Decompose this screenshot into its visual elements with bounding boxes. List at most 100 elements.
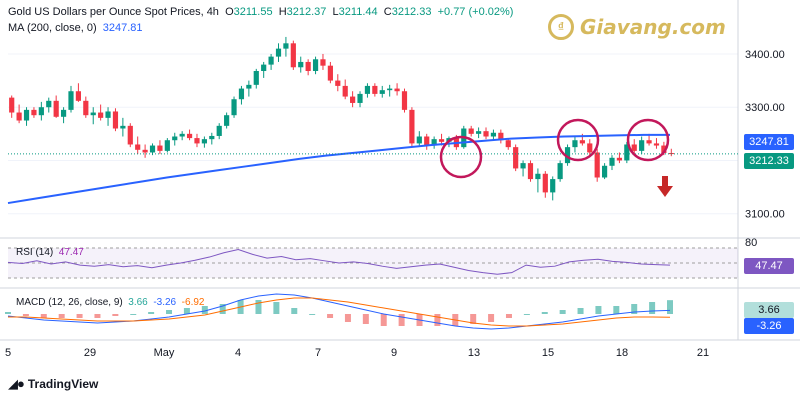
candle-body [409,109,415,144]
candle-body [594,152,600,178]
candle-body [9,97,15,113]
candle-body [261,64,267,71]
candle-body [224,115,230,126]
candle-body [498,132,504,141]
candle-body [364,85,371,94]
candle-body [424,136,430,146]
x-tick-label: 13 [468,347,480,359]
highlight-circle [626,118,670,162]
x-tick-label: 9 [391,347,397,359]
y-tick-label: 3100.00 [745,209,785,221]
rsi-value: 47.47 [58,247,84,258]
watermark-text: Giavang.com [580,15,726,39]
macd-histogram-bar [22,314,29,316]
candle-body [416,136,422,144]
macd-histogram-bar [94,314,101,318]
candle-body [372,85,378,94]
macd-histogram-bar [362,314,369,324]
candle-body [624,144,630,161]
candle-body [231,99,237,116]
candle-body [379,90,385,94]
macd-histogram-bar [667,300,673,314]
candle-body [164,140,170,151]
candle-body [275,48,282,57]
chart-header: Gold US Dollars per Ounce Spot Prices, 4… [8,6,513,18]
macd-label: MACD (12, 26, close, 9) [16,297,123,308]
candle-body [157,145,163,151]
rsi-label: RSI (14) [16,247,54,258]
candle-body [513,147,519,169]
candle-body [283,43,289,49]
macd-histogram-bar [40,314,47,318]
candle-body [564,147,571,164]
low-label: L [332,6,339,18]
candle-body [253,71,259,85]
candle-body [312,59,319,71]
candle-body [305,61,311,71]
highlight-circle [556,118,600,162]
rsi-line [7,249,671,275]
macd-histogram-bar [344,314,351,322]
x-tick-label: 15 [542,347,554,359]
candle-body [194,138,200,144]
ma-legend: MA (200, close, 0) 3247.81 [8,22,143,34]
candle-body [149,145,156,153]
candle-body [431,139,437,146]
macd-histogram-bar [505,314,512,318]
candle-body [535,173,541,180]
y-tick-label: 3400.00 [745,49,785,61]
watermark: ₫ Giavang.com [548,14,726,40]
candle-body [438,139,445,142]
candle-body [609,157,615,166]
macd-histogram-bar [255,300,262,314]
candle-body [209,135,215,140]
candle-body [602,165,608,178]
candle-body [216,125,222,136]
ma200-line [7,133,670,205]
candle-body [483,131,489,137]
candle-body [112,111,119,129]
high-label: H [278,6,287,18]
rsi-level-label: 80 [745,237,757,249]
candle-body [31,109,37,116]
tradingview-logo[interactable]: ◢● TradingView [8,376,98,392]
macd-histogram-bar [649,302,656,314]
candle-body [68,91,74,110]
macd-histogram-bar [219,304,226,314]
macd-histogram-bar [559,310,566,314]
macd-histogram-bar [148,312,155,314]
ma-label: MA (200, close, 0) [8,22,97,34]
candle-body [246,84,252,89]
down-arrow-shaft [662,176,668,186]
macd-histogram-bar [398,314,405,326]
macd-histogram-bar [434,314,441,326]
candle-body [401,91,408,110]
candle-body [53,100,59,117]
macd-legend: MACD (12, 26, close, 9) 3.66 -3.26 -6.92 [16,297,204,308]
high-value: 3212.37 [286,6,327,18]
candle-body [105,111,111,118]
coin-icon: ₫ [548,14,574,40]
macd-price-tag: 3.66 [744,302,794,318]
candle-body [46,100,52,108]
candle-body [120,125,126,129]
candle-body [75,91,81,101]
ma-price-tag: 3247.81 [744,134,794,150]
macd-line [7,293,671,330]
macd-histogram-bar [166,310,173,314]
rsi-legend: RSI (14) 47.47 [16,247,84,258]
macd-histogram-bar [76,314,83,318]
macd-histogram-bar [183,308,190,314]
candle-body [238,88,245,100]
candle-body [387,88,393,91]
macd-histogram-bar [327,314,334,318]
candle-body [631,144,637,151]
macd-value: 3.66 [128,297,148,308]
candle-body [127,125,133,145]
candle-body [201,139,207,144]
candle-body [557,163,563,180]
candle-body [342,85,348,97]
macd-histogram-bar [112,314,119,316]
open-value: 3211.55 [233,6,273,18]
